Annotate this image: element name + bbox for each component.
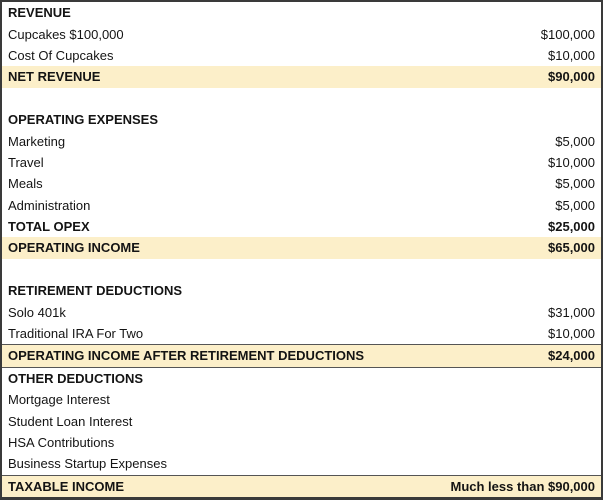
table-row[interactable]: Cupcakes $100,000 $100,000 — [2, 23, 601, 45]
row-value-cell[interactable]: $5,000 — [555, 133, 595, 149]
row-value-cell[interactable]: $10,000 — [548, 326, 595, 342]
row-label-cell[interactable]: TAXABLE INCOME — [8, 478, 125, 494]
row-label-cell[interactable]: Student Loan Interest — [8, 413, 133, 429]
table-row[interactable]: Solo 401k $31,000 — [2, 301, 601, 323]
table-row[interactable]: Mortgage Interest — [2, 389, 601, 411]
row-label-cell[interactable]: Administration — [8, 197, 91, 213]
row-label-cell[interactable]: NET REVENUE — [8, 69, 101, 85]
row-label-cell[interactable]: Marketing — [8, 133, 66, 149]
row-label-cell[interactable]: TOTAL OPEX — [8, 219, 90, 235]
row-label-cell[interactable]: Solo 401k — [8, 304, 66, 320]
table-row[interactable] — [2, 258, 601, 281]
row-label-cell[interactable]: Travel — [8, 154, 44, 170]
row-value-cell[interactable]: $90,000 — [548, 69, 595, 85]
table-row[interactable]: Marketing $5,000 — [2, 130, 601, 152]
table-row[interactable]: Business Startup Expenses — [2, 453, 601, 475]
row-label-cell[interactable]: Business Startup Expenses — [8, 456, 167, 472]
row-label-cell[interactable]: Cost Of Cupcakes — [8, 47, 114, 63]
row-value-cell[interactable]: $25,000 — [548, 219, 595, 235]
table-row[interactable]: Travel $10,000 — [2, 151, 601, 174]
row-value-cell[interactable]: $10,000 — [548, 47, 595, 63]
table-row[interactable]: NET REVENUE $90,000 — [2, 66, 601, 88]
table-row[interactable] — [2, 87, 601, 109]
row-label-cell[interactable]: OPERATING INCOME — [8, 240, 140, 256]
table-row[interactable]: OPERATING INCOME $65,000 — [2, 237, 601, 259]
table-row[interactable]: Administration $5,000 — [2, 194, 601, 216]
row-value-cell[interactable]: $31,000 — [548, 304, 595, 320]
row-value-cell[interactable]: Much less than $90,000 — [450, 478, 595, 494]
row-label-cell[interactable]: Cupcakes $100,000 — [8, 26, 124, 42]
row-value-cell[interactable]: $24,000 — [548, 348, 595, 364]
row-label-cell[interactable]: OPERATING EXPENSES — [8, 112, 159, 128]
row-label-cell[interactable]: Mortgage Interest — [8, 392, 110, 408]
row-label-cell[interactable]: RETIREMENT DEDUCTIONS — [8, 283, 183, 299]
row-label-cell[interactable]: REVENUE — [8, 5, 71, 21]
row-label-cell[interactable]: Traditional IRA For Two — [8, 326, 144, 342]
row-value-cell[interactable]: $65,000 — [548, 240, 595, 256]
row-label-cell[interactable]: OTHER DEDUCTIONS — [8, 370, 144, 386]
table-row[interactable]: Traditional IRA For Two $10,000 — [2, 322, 601, 345]
table-row[interactable]: RETIREMENT DEDUCTIONS — [2, 280, 601, 302]
table-row[interactable]: Meals $5,000 — [2, 173, 601, 195]
row-value-cell[interactable]: $100,000 — [540, 26, 595, 42]
table-row[interactable]: OPERATING INCOME AFTER RETIREMENT DEDUCT… — [2, 344, 601, 368]
row-value-cell[interactable]: $5,000 — [555, 197, 595, 213]
table-row[interactable]: TAXABLE INCOME Much less than $90,000 — [2, 474, 601, 497]
table-row[interactable]: Student Loan Interest — [2, 410, 601, 432]
row-value-cell[interactable]: $10,000 — [548, 154, 595, 170]
table-row[interactable]: Cost Of Cupcakes $10,000 — [2, 44, 601, 67]
table-row[interactable]: OPERATING EXPENSES — [2, 108, 601, 131]
row-label-cell[interactable]: Meals — [8, 176, 43, 192]
table-row[interactable]: HSA Contributions — [2, 431, 601, 454]
row-label-cell[interactable]: OPERATING INCOME AFTER RETIREMENT DEDUCT… — [8, 348, 365, 364]
table-row[interactable]: TOTAL OPEX $25,000 — [2, 215, 601, 238]
table-row[interactable]: OTHER DEDUCTIONS — [2, 367, 601, 390]
table-row[interactable]: REVENUE — [2, 2, 601, 24]
row-value-cell[interactable]: $5,000 — [555, 176, 595, 192]
row-label-cell[interactable]: HSA Contributions — [8, 435, 115, 450]
